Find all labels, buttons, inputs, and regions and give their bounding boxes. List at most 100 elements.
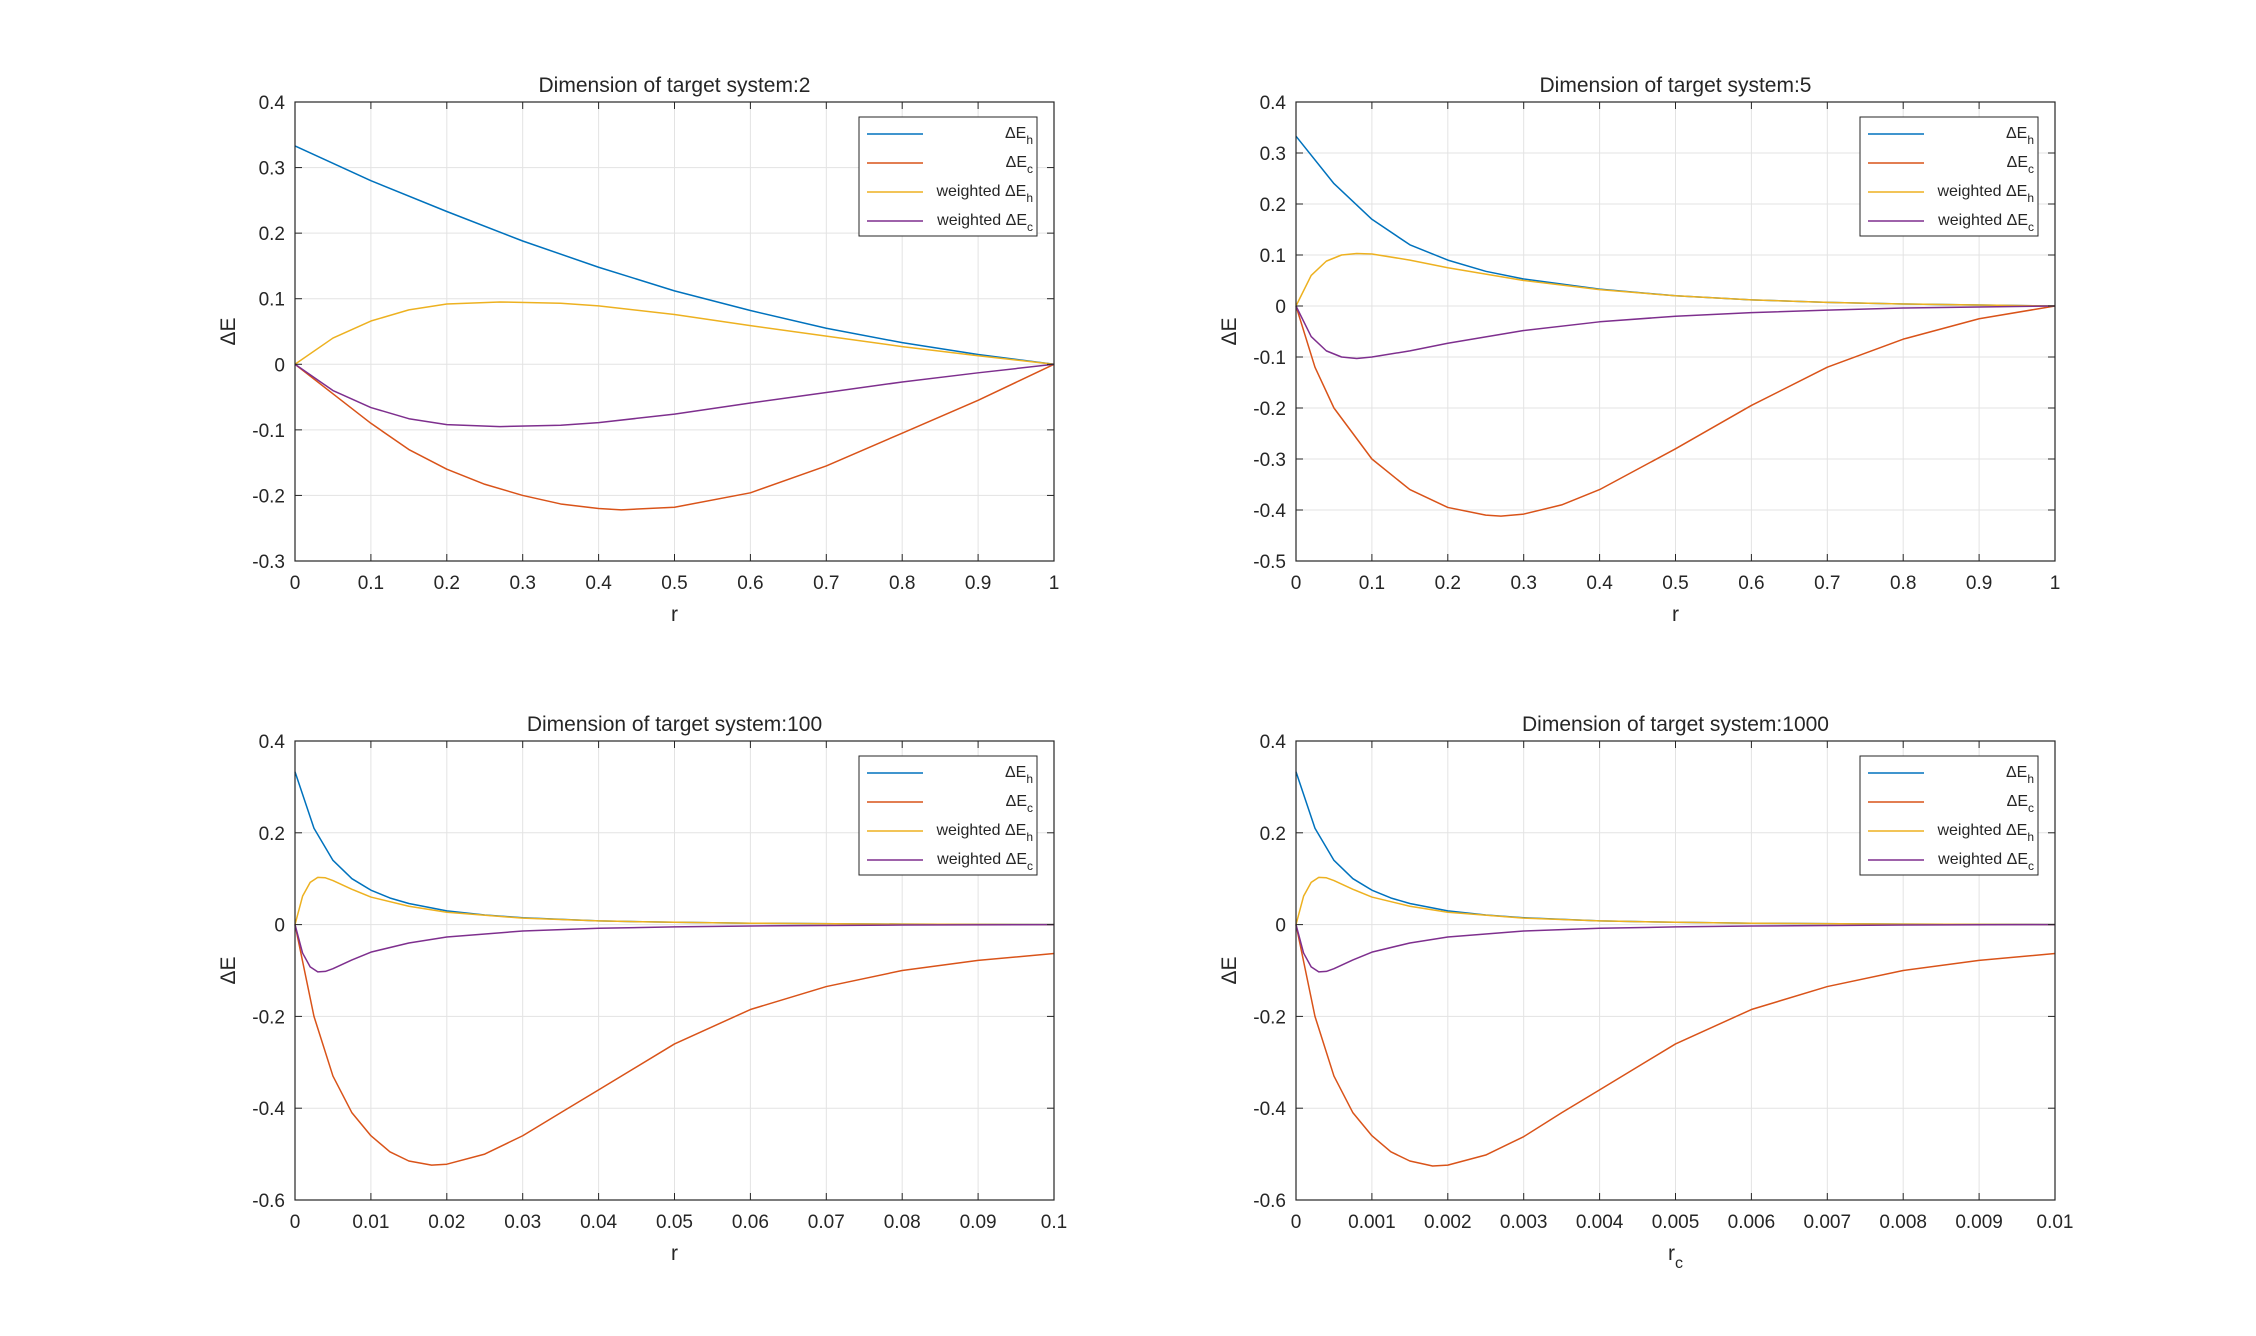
legend-label-subscript: h [2027,830,2034,844]
y-tick-label: -0.4 [1253,1099,1286,1120]
x-tick-label: 0.8 [889,573,915,594]
y-tick-label: 0.1 [259,290,285,311]
legend-label-text: weighted ΔE [1937,851,2028,868]
y-tick-label: -0.3 [1253,450,1286,471]
series-line-3 [1295,252,2056,307]
x-tick-label: 0.05 [656,1212,693,1233]
y-tick-label: -0.3 [252,552,285,573]
legend-label-4: weighted ΔEc [936,851,1033,873]
y-tick-label: 0.3 [1260,144,1286,165]
y-tick-label: -0.1 [1253,348,1286,369]
legend-label-subscript: h [1026,133,1033,147]
legend-label-1: ΔEh [1005,764,1033,786]
y-tick-label: 0.2 [1260,195,1286,216]
legend-label-3: weighted ΔEh [1936,822,2034,844]
legend-label-text: ΔE [2007,154,2028,171]
legend-label-2: ΔEc [2007,793,2034,815]
y-tick-label: 0 [1275,916,1286,937]
legend-label-2: ΔEc [1006,154,1033,176]
chart-panel-1: 0 0.1 0.2 0.3 0.4 0.5 0.6 0.7 0.8 0.9 1 -0.3 -0.2 -0.… [217,74,1059,626]
y-tick-label: 0.2 [259,824,285,845]
x-tick-label: 0.2 [1435,573,1461,594]
y-tick-label: -0.2 [252,1007,285,1028]
legend-label-3: weighted ΔEh [935,822,1033,844]
x-tick-label: 0 [290,573,301,594]
legend-label-text: ΔE [2006,125,2027,142]
x-tick-label: 0.009 [1955,1212,2003,1233]
y-tick-label: 0.4 [259,732,286,753]
x-tick-label: 0.03 [504,1212,541,1233]
series-line-4 [1295,305,2056,360]
x-tick-label: 0.1 [1041,1212,1067,1233]
legend-label-subscript: c [1027,162,1033,176]
legend-label-text: ΔE [1005,125,1026,142]
legend-label-text: ΔE [1005,764,1026,781]
y-tick-label: -0.5 [1253,552,1286,573]
x-tick-label: 0.004 [1576,1212,1624,1233]
x-axis-label-text: r [671,603,678,626]
legend-label-subscript: h [2027,191,2034,205]
y-tick-label: -0.4 [252,1099,285,1120]
y-tick-label: 0.1 [1260,246,1286,267]
legend-box [1859,755,2039,876]
legend-label-subscript: h [2027,133,2034,147]
y-tick-label: 0.2 [1260,824,1286,845]
y-axis-label: ΔE [1218,317,1241,345]
x-axis-label-text: r [671,1242,678,1265]
series-line-2 [1295,305,2056,517]
legend-label-text: weighted ΔE [1936,183,2027,200]
legend-label-text: weighted ΔE [1936,822,2027,839]
y-tick-label: -0.2 [1253,1007,1286,1028]
x-tick-label: 0.006 [1728,1212,1776,1233]
legend-label-2: ΔEc [2007,154,2034,176]
x-tick-label: 0.002 [1424,1212,1472,1233]
legend-label-text: weighted ΔE [935,822,1026,839]
legend-label-subscript: c [1027,859,1033,873]
x-axis-label-text: r [1668,1242,1675,1265]
series-line-4 [294,363,1055,428]
legend-label-2: ΔEc [1006,793,1033,815]
x-axis-label: r [1672,603,1679,626]
legend-label-1: ΔEh [2006,764,2034,786]
legend-label-1: ΔEh [2006,125,2034,147]
legend-box [1859,116,2039,237]
x-tick-label: 0.07 [808,1212,845,1233]
x-axis-label: r [671,1242,678,1265]
x-tick-label: 0.4 [1586,573,1613,594]
y-tick-label: -0.6 [252,1191,285,1212]
chart-title: Dimension of target system:2 [539,74,811,97]
legend-label-subscript: c [2028,220,2034,234]
x-tick-label: 0.02 [428,1212,465,1233]
x-tick-label: 0.008 [1879,1212,1927,1233]
legend-label-subscript: h [2027,772,2034,786]
legend-label-text: weighted ΔE [1937,212,2028,229]
chart-panel-3: 0 0.01 0.02 0.03 0.04 0.05 0.06 0.07 0.08 0.09 0.1… [217,713,1067,1265]
legend-label-text: weighted ΔE [936,851,1027,868]
x-tick-label: 0.1 [358,573,384,594]
x-tick-label: 0.01 [2037,1212,2074,1233]
series-line-3 [294,876,1055,926]
legend-label-subscript: c [2028,859,2034,873]
x-tick-label: 0.8 [1890,573,1916,594]
y-tick-label: 0 [1275,297,1286,318]
legend-label-4: weighted ΔEc [1937,851,2034,873]
x-tick-label: 0.09 [960,1212,997,1233]
x-tick-label: 1 [2050,573,2061,594]
x-tick-label: 0.3 [509,573,535,594]
y-tick-label: -0.2 [1253,399,1286,420]
legend-label-text: weighted ΔE [936,212,1027,229]
x-tick-label: 0.6 [737,573,763,594]
series-line-2 [1295,924,2056,1167]
chart-panel-4: 0 0.001 0.002 0.003 0.004 0.005 0.006 0.007 0.00… [1218,713,2073,1272]
x-tick-label: 0.001 [1348,1212,1396,1233]
legend-label-text: ΔE [1006,793,1027,810]
legend-label-text: weighted ΔE [935,183,1026,200]
x-tick-label: 0.04 [580,1212,617,1233]
y-tick-label: -0.2 [252,486,285,507]
legend-label-3: weighted ΔEh [1936,183,2034,205]
x-tick-label: 0.7 [813,573,839,594]
y-tick-label: -0.6 [1253,1191,1286,1212]
